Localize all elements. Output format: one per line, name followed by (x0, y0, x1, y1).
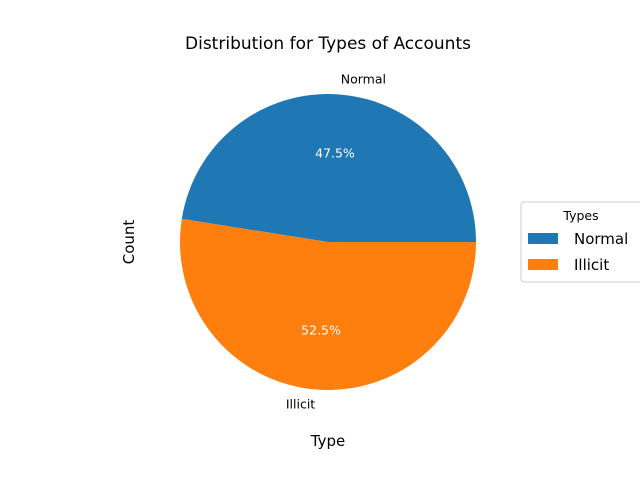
y-axis-label: Count (120, 220, 138, 265)
percent-label-normal: 47.5% (315, 145, 355, 160)
legend: Types Normal Illicit (520, 201, 640, 283)
legend-label-normal: Normal (574, 230, 628, 248)
legend-swatch-illicit (528, 259, 558, 270)
chart-title: Distribution for Types of Accounts (185, 34, 471, 54)
legend-entries: Normal Illicit (528, 230, 628, 274)
legend-swatch-normal (528, 233, 558, 244)
pie-slice-illicit (180, 218, 477, 390)
x-axis-label: Type (310, 432, 345, 450)
percent-label-illicit: 52.5% (301, 323, 341, 338)
slice-label-normal: Normal (341, 72, 386, 87)
slice-label-illicit: Illicit (286, 396, 315, 411)
pie-slice-normal (181, 93, 476, 243)
legend-title: Types (562, 208, 598, 223)
pie-slices: Normal 47.5% Illicit 52.5% (180, 72, 477, 411)
legend-label-illicit: Illicit (574, 256, 609, 274)
